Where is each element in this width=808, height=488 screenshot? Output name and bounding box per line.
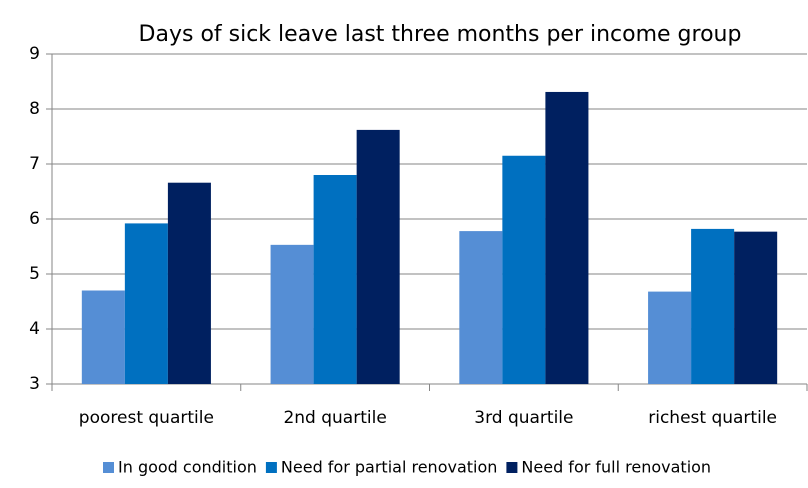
y-tick-label: 4 — [29, 319, 40, 339]
y-tick-label: 3 — [29, 374, 40, 394]
y-tick-label: 8 — [29, 99, 40, 119]
bar — [356, 129, 400, 384]
y-tick-label: 6 — [29, 209, 40, 229]
bar — [313, 175, 357, 384]
legend-label: Need for partial renovation — [281, 458, 498, 477]
bar — [734, 231, 778, 384]
chart-title: Days of sick leave last three months per… — [139, 22, 742, 47]
legend-swatch — [506, 462, 518, 473]
bar — [167, 182, 211, 384]
bar — [502, 155, 546, 384]
legend-label: In good condition — [118, 458, 257, 477]
bar — [691, 228, 735, 384]
bar — [81, 290, 125, 384]
legend-swatch — [103, 462, 114, 473]
bar — [545, 91, 589, 384]
legend-swatch — [265, 462, 277, 473]
x-tick-label: 2nd quartile — [283, 408, 386, 428]
bar — [459, 231, 503, 384]
x-tick-label: poorest quartile — [79, 408, 214, 428]
x-tick-label: 3rd quartile — [474, 408, 573, 428]
y-tick-label: 9 — [29, 44, 40, 64]
bar — [648, 291, 692, 384]
y-tick-label: 5 — [29, 264, 40, 284]
y-tick-label: 7 — [29, 154, 40, 174]
bar — [124, 223, 168, 384]
bar — [270, 244, 314, 384]
legend-label: Need for full renovation — [521, 458, 711, 477]
x-tick-label: richest quartile — [648, 408, 777, 428]
